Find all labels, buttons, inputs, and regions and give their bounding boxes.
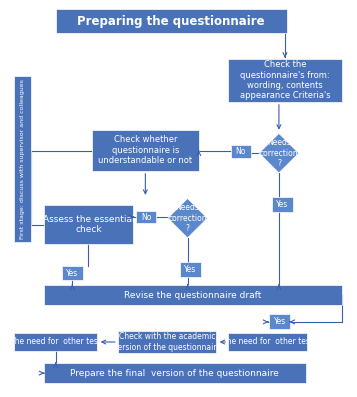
FancyBboxPatch shape: [14, 333, 97, 351]
FancyBboxPatch shape: [62, 266, 82, 281]
FancyBboxPatch shape: [44, 285, 342, 305]
Text: Assess the essential
check: Assess the essential check: [43, 215, 134, 234]
FancyBboxPatch shape: [136, 211, 156, 224]
FancyBboxPatch shape: [56, 9, 287, 33]
Text: Yes: Yes: [66, 268, 79, 278]
Polygon shape: [168, 198, 207, 238]
Text: No: No: [141, 212, 151, 222]
Text: Check whether
questionnaire is
understandable or not: Check whether questionnaire is understan…: [98, 135, 192, 165]
FancyBboxPatch shape: [228, 58, 342, 102]
FancyBboxPatch shape: [180, 262, 201, 278]
FancyBboxPatch shape: [270, 314, 290, 330]
Text: Yes: Yes: [184, 265, 196, 274]
FancyBboxPatch shape: [272, 197, 292, 212]
FancyBboxPatch shape: [44, 205, 133, 244]
FancyBboxPatch shape: [228, 333, 307, 351]
Text: Yes: Yes: [274, 317, 286, 326]
Text: Check the
questionnaire's from:
wording, contents
appearance Criteria's: Check the questionnaire's from: wording,…: [240, 60, 330, 100]
Text: First stage: discuss with supervisor and colleagues: First stage: discuss with supervisor and…: [20, 79, 25, 239]
Text: Needs
correction
?: Needs correction ?: [168, 203, 207, 233]
Text: Yes: Yes: [276, 200, 288, 209]
Text: Revise the questionnaire draft: Revise the questionnaire draft: [124, 291, 261, 300]
Text: The need for  other test: The need for other test: [10, 337, 101, 347]
Text: Preparing the questionnaire: Preparing the questionnaire: [77, 15, 265, 28]
FancyBboxPatch shape: [92, 129, 199, 171]
FancyBboxPatch shape: [118, 331, 216, 353]
Text: No: No: [236, 147, 246, 156]
Text: Needs
correction
?: Needs correction ?: [260, 138, 298, 168]
Text: The need for  other test: The need for other test: [222, 337, 313, 347]
FancyBboxPatch shape: [44, 363, 306, 383]
Text: Prepare the final  version of the questionnaire: Prepare the final version of the questio…: [70, 369, 279, 378]
FancyBboxPatch shape: [231, 145, 251, 158]
Polygon shape: [259, 133, 299, 173]
FancyBboxPatch shape: [14, 76, 31, 242]
Text: Check with the academic
version of the questionnaire: Check with the academic version of the q…: [113, 332, 221, 352]
